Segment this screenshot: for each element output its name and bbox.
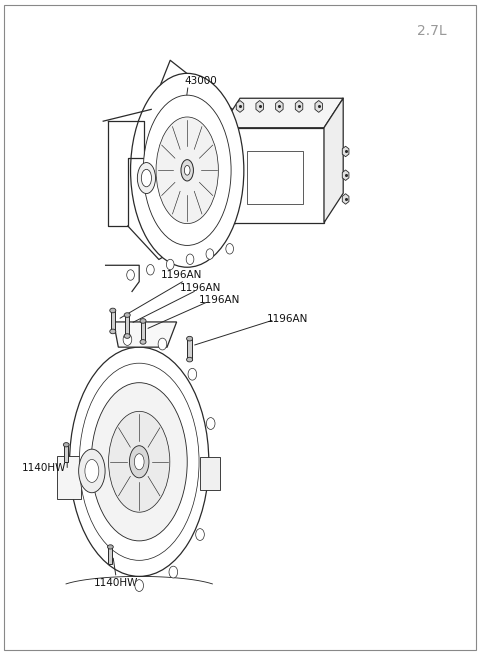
Circle shape [158, 338, 167, 350]
FancyBboxPatch shape [187, 339, 192, 360]
Ellipse shape [91, 383, 187, 541]
Polygon shape [221, 98, 343, 128]
Ellipse shape [110, 329, 116, 334]
Circle shape [146, 265, 154, 275]
Polygon shape [113, 322, 177, 347]
Ellipse shape [140, 339, 146, 345]
Ellipse shape [85, 460, 99, 482]
Ellipse shape [63, 443, 69, 447]
Polygon shape [342, 194, 349, 204]
Text: 1140HW: 1140HW [94, 578, 138, 588]
FancyBboxPatch shape [247, 151, 303, 204]
Polygon shape [315, 101, 323, 113]
Text: 1196AN: 1196AN [161, 271, 202, 280]
FancyBboxPatch shape [125, 315, 130, 336]
Text: 1140HW: 1140HW [22, 463, 66, 473]
FancyBboxPatch shape [110, 310, 115, 331]
Polygon shape [342, 170, 349, 180]
Ellipse shape [131, 73, 244, 267]
Text: 1196AN: 1196AN [199, 295, 240, 305]
Ellipse shape [181, 160, 193, 181]
Ellipse shape [156, 117, 218, 223]
FancyBboxPatch shape [201, 457, 220, 490]
FancyBboxPatch shape [64, 445, 68, 462]
Ellipse shape [110, 308, 116, 313]
Circle shape [123, 333, 132, 345]
Polygon shape [236, 101, 244, 113]
Circle shape [186, 254, 194, 265]
Ellipse shape [124, 312, 130, 318]
Ellipse shape [187, 357, 192, 362]
Circle shape [188, 368, 197, 380]
Ellipse shape [144, 95, 231, 246]
Polygon shape [295, 101, 303, 113]
Circle shape [209, 476, 218, 487]
FancyBboxPatch shape [108, 547, 112, 564]
Text: 1196AN: 1196AN [180, 283, 221, 293]
Text: 2.7L: 2.7L [417, 24, 446, 37]
Circle shape [196, 529, 204, 540]
Circle shape [206, 249, 214, 259]
Circle shape [135, 580, 144, 591]
Circle shape [169, 566, 178, 578]
Ellipse shape [79, 449, 105, 493]
Circle shape [127, 270, 134, 280]
Ellipse shape [184, 166, 190, 175]
FancyBboxPatch shape [141, 321, 145, 342]
FancyBboxPatch shape [57, 456, 81, 498]
Ellipse shape [134, 454, 144, 470]
Ellipse shape [130, 445, 149, 478]
Circle shape [206, 418, 215, 430]
Polygon shape [256, 101, 264, 113]
Circle shape [167, 259, 174, 270]
Ellipse shape [140, 318, 146, 324]
Ellipse shape [187, 336, 192, 341]
Ellipse shape [108, 545, 113, 549]
Ellipse shape [70, 347, 209, 576]
Polygon shape [276, 101, 283, 113]
Ellipse shape [124, 333, 130, 339]
Ellipse shape [141, 170, 152, 187]
Ellipse shape [79, 363, 199, 561]
Ellipse shape [137, 162, 156, 194]
FancyBboxPatch shape [221, 128, 324, 223]
Ellipse shape [108, 411, 170, 512]
Circle shape [226, 244, 233, 254]
Text: 1196AN: 1196AN [266, 314, 308, 324]
Text: 43000: 43000 [185, 77, 217, 86]
Polygon shape [324, 98, 343, 223]
Polygon shape [342, 146, 349, 157]
